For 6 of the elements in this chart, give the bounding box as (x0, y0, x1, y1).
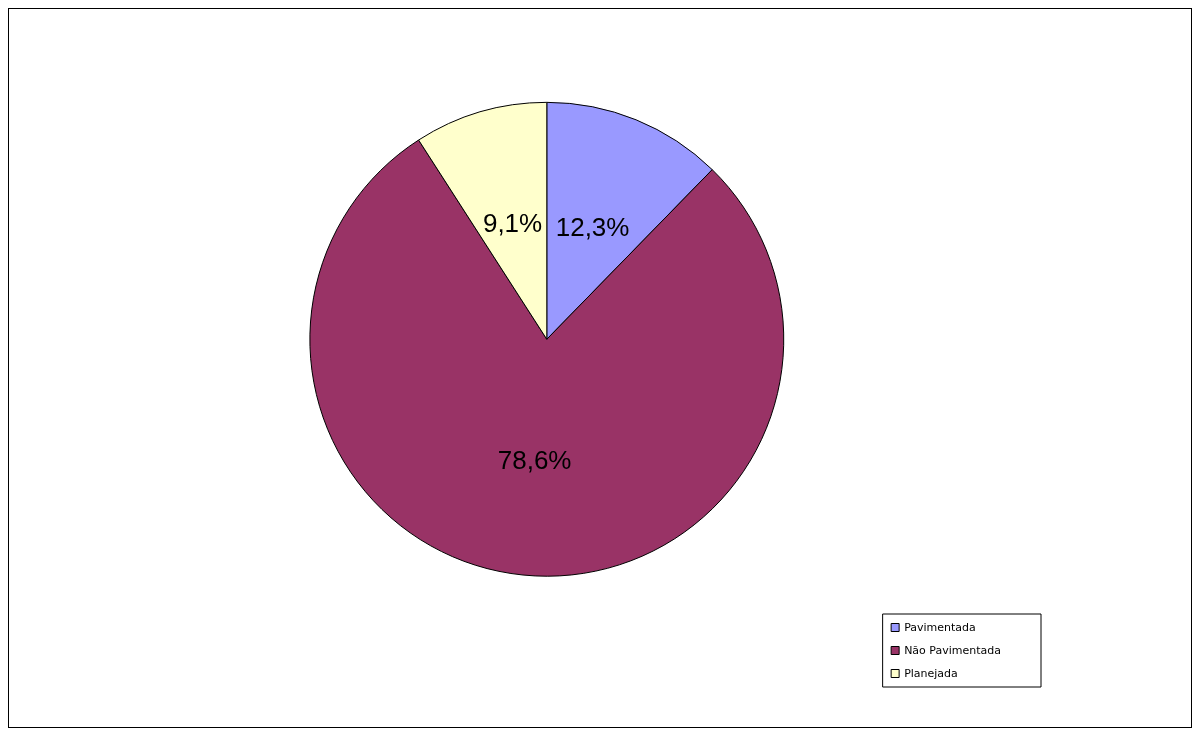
legend-label: Pavimentada (904, 621, 976, 634)
data-label: 9,1% (482, 207, 543, 238)
data-label: 12,3% (555, 211, 630, 242)
legend-label: Planejada (904, 667, 958, 680)
data-label: 78,6% (497, 445, 572, 476)
legend-label: Não Pavimentada (904, 644, 1001, 657)
